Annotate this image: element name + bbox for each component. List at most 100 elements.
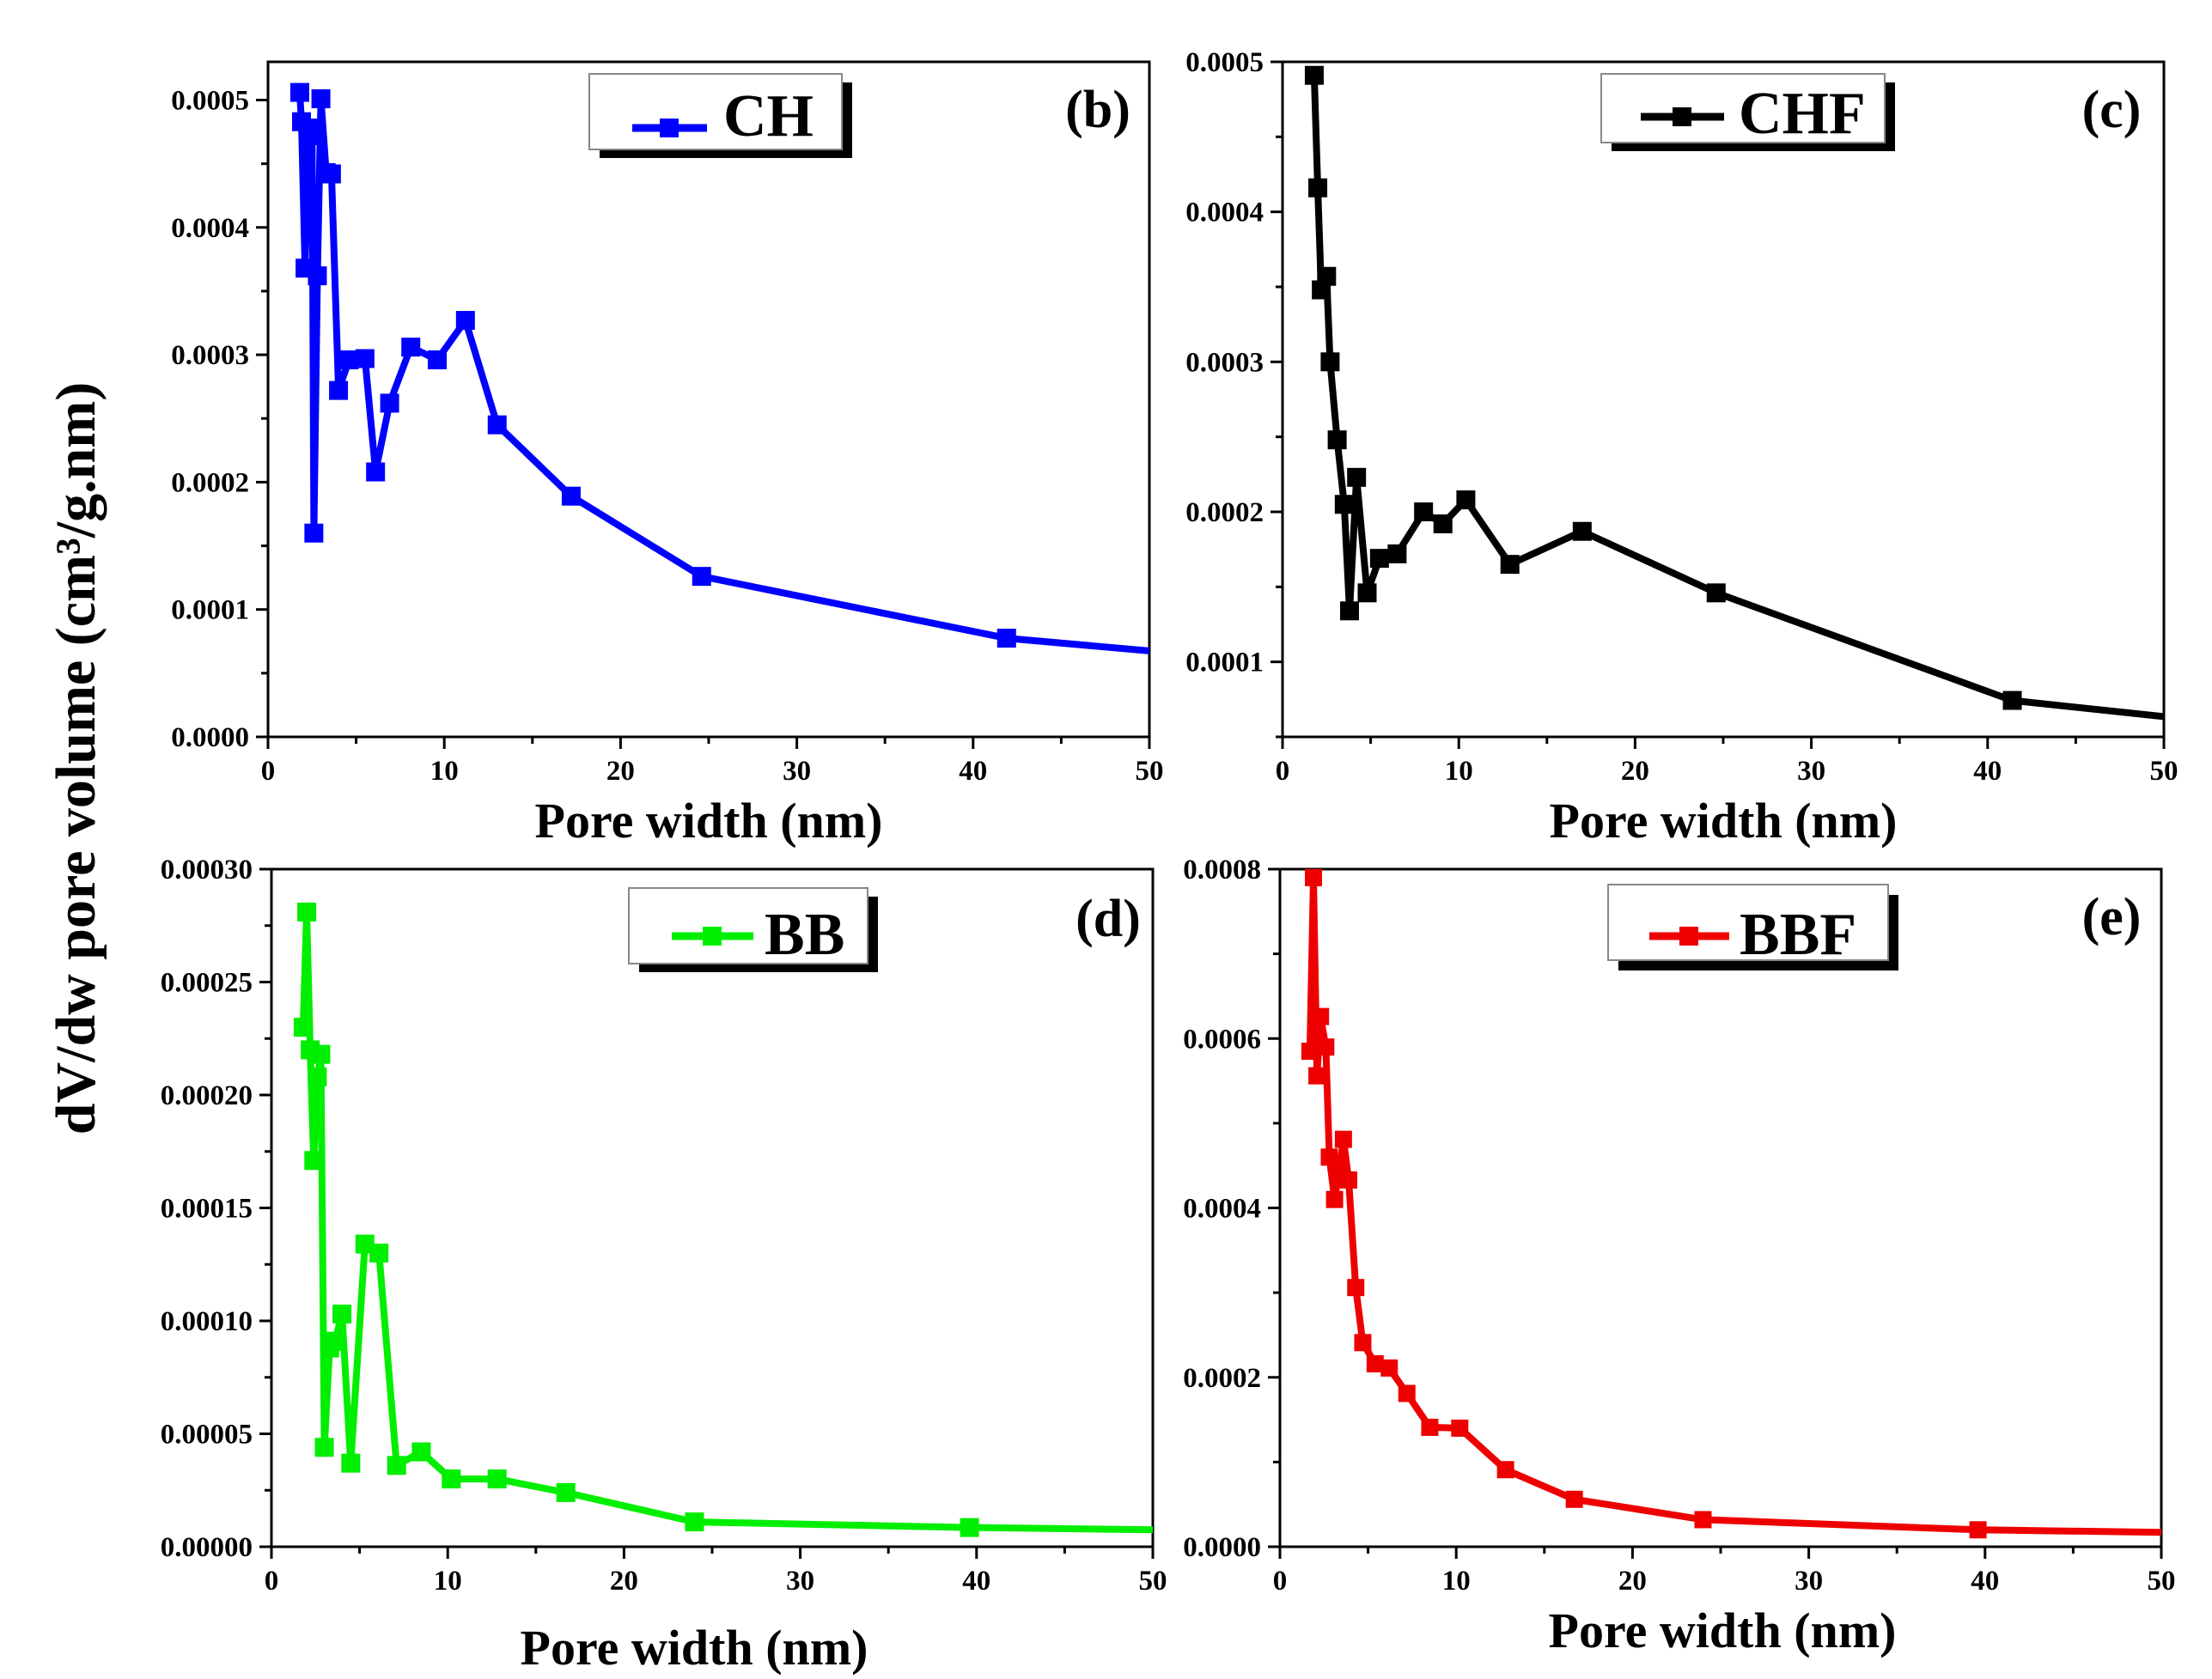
panel-e-point <box>1334 1130 1352 1148</box>
panel-e-legend-box <box>1607 884 1889 961</box>
panel-c-legend-marker <box>1673 107 1691 126</box>
panel-d-point <box>297 902 317 922</box>
panel-c-y-tick-label: 0.0001 <box>1185 648 1264 678</box>
panel-e-x-tick-label: 0 <box>1273 1566 1288 1597</box>
panel-c-point <box>1456 490 1476 510</box>
panel-e-line <box>1306 873 2161 1536</box>
panel-e-point <box>1312 1007 1330 1025</box>
panel-d-point <box>556 1482 576 1502</box>
panel-e-x-tick-label: 20 <box>1618 1566 1647 1597</box>
panel-c-y-tick-label: 0.0003 <box>1185 347 1264 378</box>
panel-c: 0 10 20 30 40 50 0.00010.00020.00030.00040.00… <box>1185 47 2178 849</box>
panel-c-series <box>1304 65 2164 721</box>
panel-b-point <box>311 89 331 109</box>
panel-b-point <box>401 338 421 357</box>
panel-b-x-tick-label: 50 <box>1136 756 1164 787</box>
panel-e-legend-marker <box>1679 927 1698 946</box>
panel-e-legend-label: BBF <box>1740 902 1856 968</box>
panel-b-point <box>692 567 711 587</box>
panel-d-point <box>411 1442 431 1462</box>
panel-c-x-tick-label: 20 <box>1621 756 1649 787</box>
panel-d-point <box>311 1044 331 1064</box>
panel-c-point <box>2002 690 2022 710</box>
panel-d-series <box>293 902 1153 1537</box>
panel-c-point <box>1308 178 1328 198</box>
panel-e-point <box>1496 1461 1514 1479</box>
panel-d-legend-box <box>628 887 868 964</box>
panel-e-point <box>1301 1043 1319 1061</box>
panel-b-legend: CH <box>588 73 852 158</box>
panel-e-legend: BBF <box>1607 884 1898 970</box>
panel-c-point <box>1369 549 1389 569</box>
panel-b-legend-box <box>588 73 843 150</box>
panel-d-point <box>332 1305 352 1324</box>
panel-d-point <box>685 1512 704 1532</box>
panel-d-point <box>487 1469 507 1489</box>
panel-c-point <box>1339 601 1359 621</box>
panel-b-y-tick-label: 0.0001 <box>171 595 249 626</box>
panel-e-point <box>1398 1384 1416 1402</box>
panel-d-legend-marker <box>703 927 722 946</box>
panel-c-point <box>1357 583 1377 603</box>
panel-d-point <box>442 1469 461 1489</box>
panel-b-point <box>308 266 327 286</box>
panel-b-point <box>561 486 581 506</box>
panel-e-y-tick-label: 0.0004 <box>1183 1194 1261 1225</box>
panel-c-y-tick-label: 0.0004 <box>1185 198 1264 228</box>
panel-c-x-tick-label: 50 <box>2150 756 2178 787</box>
panel-e-point <box>1340 1171 1358 1189</box>
panel-e-point <box>1565 1490 1583 1508</box>
panel-c-x-tick-label: 40 <box>1973 756 2002 787</box>
panel-e-x-axis-title: Pore width (nm) <box>1549 1603 1897 1658</box>
panel-d-y-tick-label: 0.00015 <box>161 1194 253 1225</box>
panel-c-y-tick-label: 0.0005 <box>1185 47 1264 78</box>
panel-b-point <box>487 415 507 435</box>
panel-e-y-ticks: 0.0000 0.0002 0.0004 0.0006 0.0008 <box>1183 855 1280 1563</box>
panel-e-y-tick-label: 0.0002 <box>1183 1363 1261 1394</box>
panel-b-point <box>289 82 309 102</box>
panel-b-x-ticks: 0 10 20 30 40 50 <box>261 737 1164 787</box>
panel-e-point <box>1421 1418 1439 1436</box>
panel-e-tag: (e) <box>2082 888 2142 946</box>
panel-b-x-tick-label: 0 <box>261 756 276 787</box>
panel-c-point <box>1387 544 1407 563</box>
panel-e-point <box>1331 1157 1349 1175</box>
panel-e-point <box>1325 1190 1344 1208</box>
panel-e-point <box>1317 1038 1335 1056</box>
panel-e-point <box>1304 868 1322 886</box>
panel-d-x-tick-label: 40 <box>962 1566 990 1597</box>
panel-e-point <box>1366 1354 1384 1372</box>
panel-b-tag: (b) <box>1065 81 1130 139</box>
panel-e-point <box>1451 1419 1469 1437</box>
panel-b-y-tick-label: 0.0004 <box>171 213 249 244</box>
panel-b-y-tick-label: 0.0005 <box>171 85 249 116</box>
panel-e-x-tick-label: 30 <box>1795 1566 1823 1597</box>
panel-d-x-axis-title: Pore width (nm) <box>521 1620 868 1676</box>
panel-c-x-ticks: 0 10 20 30 40 50 <box>1276 737 2178 787</box>
panel-c-y-tick-label: 0.0002 <box>1185 497 1264 528</box>
panel-e-point <box>1347 1279 1365 1297</box>
panel-e-x-tick-label: 40 <box>1971 1566 1999 1597</box>
panel-e-point <box>1380 1359 1398 1377</box>
panel-e-x-tick-label: 50 <box>2148 1566 2176 1597</box>
panel-d-line <box>299 909 1153 1534</box>
panel-b-point <box>355 349 375 368</box>
panel-d-point <box>960 1518 979 1537</box>
panel-b-point <box>366 462 386 482</box>
panel-d-point <box>308 1067 327 1086</box>
panel-c-point <box>1500 555 1520 575</box>
panel-d-x-tick-label: 20 <box>610 1566 638 1597</box>
panel-c-x-tick-label: 0 <box>1276 756 1290 787</box>
panel-b-legend-label: CH <box>723 83 814 149</box>
panel-e-x-tick-label: 10 <box>1442 1566 1471 1597</box>
panel-e-y-tick-label: 0.0008 <box>1183 855 1261 885</box>
panel-d-tag: (d) <box>1076 890 1141 948</box>
panel-d-legend: BB <box>628 887 878 972</box>
panel-e-y-tick-label: 0.0006 <box>1183 1024 1261 1055</box>
panel-d-y-ticks: 0.00000 0.00005 0.00010 0.00015 0.00020 0.000… <box>161 855 271 1563</box>
panel-c-line <box>1310 75 2164 721</box>
panel-d-x-tick-label: 0 <box>265 1566 279 1597</box>
panel-b-x-tick-label: 20 <box>606 756 635 787</box>
panel-e-point <box>1694 1511 1712 1529</box>
